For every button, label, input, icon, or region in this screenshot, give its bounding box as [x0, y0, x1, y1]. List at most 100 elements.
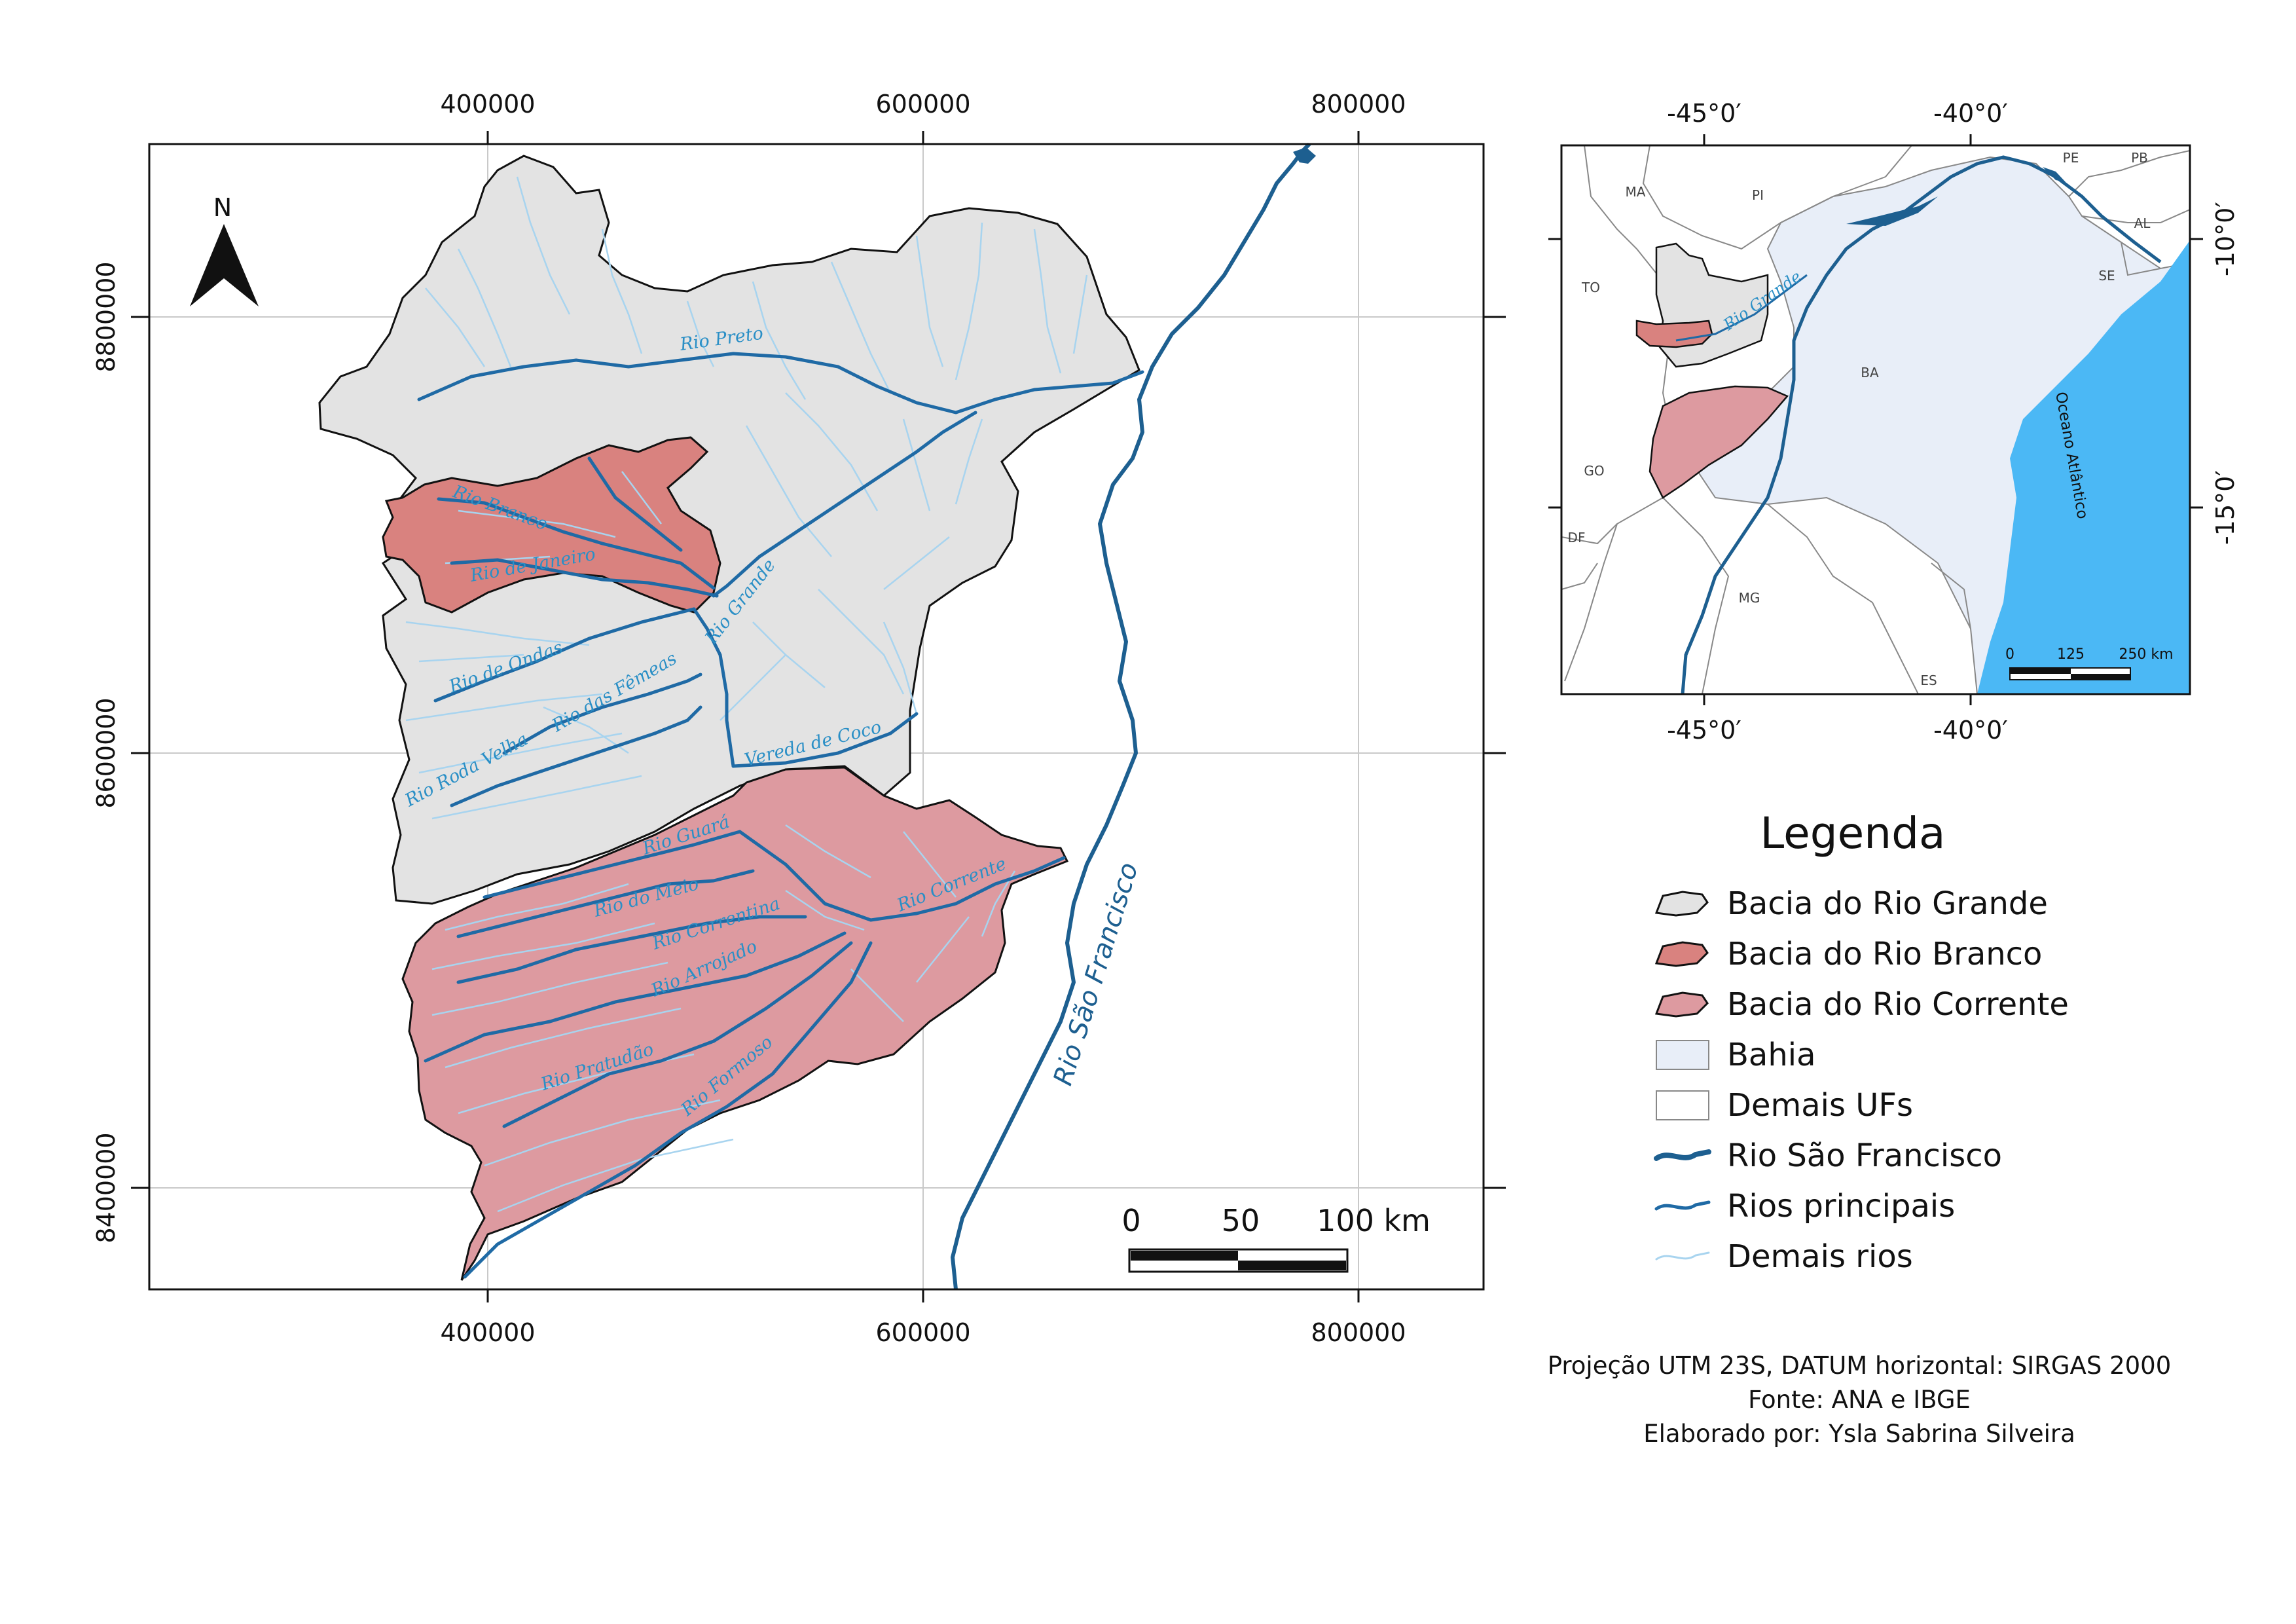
- legend-label: Bacia do Rio Grande: [1727, 885, 2048, 922]
- main-map-frame: [148, 143, 1485, 1291]
- legend-symbol: [1655, 1251, 1710, 1261]
- inset-right-y-tick-2: -15°0′: [2211, 470, 2240, 545]
- legend-item: Bahia: [1656, 1037, 1816, 1073]
- rio-branco-trib-line: [587, 456, 683, 552]
- legend-item: Bacia do Rio Grande: [1654, 885, 2048, 922]
- inset-state-boundaries: [1561, 145, 2190, 694]
- north-arrow-label: N: [213, 193, 232, 222]
- legend-item: Rio São Francisco: [1654, 1137, 2002, 1174]
- rio-das-femeas-line: [502, 673, 702, 755]
- rio-branco-line: [437, 497, 716, 590]
- inset-scale-bar: 0 125 250 km: [2005, 646, 2174, 680]
- inset-bacia-branco: [1635, 320, 1713, 348]
- rio-pratudao-line: [502, 941, 853, 1128]
- inset-label-al: AL: [2134, 215, 2151, 231]
- inset-label-pe: PE: [2063, 150, 2079, 166]
- legend-symbol: [1654, 1149, 1711, 1161]
- footer-source: Fonte: ANA e IBGE: [1748, 1386, 1971, 1414]
- rio-roda-velha-line: [450, 705, 702, 807]
- inset-map-frame: [1560, 144, 2191, 695]
- legend-symbol: [1654, 941, 1709, 967]
- main-scale-label-50: 50: [1222, 1203, 1260, 1238]
- vereda-de-coco-line: [731, 712, 919, 768]
- left-y-tick-2: 8600000: [92, 697, 120, 808]
- legend-label: Demais rios: [1727, 1238, 1913, 1275]
- inset-top-x-tick-1: -45°0′: [1667, 99, 1741, 128]
- main-map: Rio Preto Rio Branco Rio de Janeiro Rio …: [92, 90, 1506, 1347]
- inset-top-x-tick-2: -40°0′: [1933, 99, 2008, 128]
- rio-grande-line: [712, 411, 977, 598]
- rio-formoso-line: [463, 941, 873, 1279]
- legend-symbol: [1654, 1200, 1711, 1211]
- inset-label-df: DF: [1568, 530, 1586, 545]
- inset-map: MA PI PE PB AL SE TO BA GO DF MG ES Rio …: [1548, 99, 2240, 745]
- inset-label-ba: BA: [1861, 365, 1879, 380]
- main-map-ticks: [131, 131, 1506, 1302]
- legend-label: Bacia do Rio Branco: [1727, 936, 2042, 972]
- bacia-rio-branco-polygon: [382, 436, 721, 614]
- main-scale-bar: 0 50 100 km: [1121, 1203, 1430, 1273]
- legend-symbol: [1654, 891, 1709, 917]
- main-scale-label-0: 0: [1121, 1203, 1140, 1238]
- inset-scale-label-0: 0: [2005, 646, 2014, 663]
- inset-label-es: ES: [1920, 673, 1937, 688]
- bottom-x-tick-1: 400000: [440, 1318, 535, 1347]
- inset-label-ma: MA: [1626, 184, 1646, 200]
- inset-bottom-x-tick-1: -45°0′: [1667, 716, 1741, 745]
- inset-label-mg: MG: [1739, 590, 1760, 606]
- legend-item: Bacia do Rio Branco: [1654, 936, 2042, 972]
- inset-label-pb: PB: [2131, 150, 2148, 166]
- top-x-tick-1: 400000: [440, 90, 535, 119]
- inset-ocean-polygon: [1977, 240, 2190, 694]
- inset-label-pi: PI: [1752, 187, 1764, 203]
- north-arrow: N: [190, 193, 259, 306]
- rio-arrojado-line: [424, 931, 847, 1063]
- inset-scale-label-125: 125: [2057, 646, 2085, 663]
- rio-guara-line: [483, 830, 742, 899]
- main-scale-label-100: 100 km: [1317, 1203, 1430, 1238]
- inset-label-go: GO: [1584, 463, 1604, 479]
- legend-symbol: [1654, 991, 1709, 1018]
- legend-items: Bacia do Rio Grande Bacia do Rio Branco Ba…: [1654, 885, 2069, 1275]
- inset-bacia-corrente: [1649, 385, 1789, 499]
- legend-label: Bacia do Rio Corrente: [1727, 986, 2069, 1023]
- inset-label-to: TO: [1581, 280, 1600, 295]
- rio-de-janeiro-line: [450, 558, 719, 598]
- top-x-tick-2: 600000: [875, 90, 970, 119]
- legend-item: Demais UFs: [1656, 1087, 1913, 1124]
- rio-grande-lower-line: [692, 607, 735, 768]
- legend-label: Rios principais: [1727, 1188, 1955, 1225]
- rio-do-meio-line: [456, 869, 755, 938]
- footer-author: Elaborado por: Ysla Sabrina Silveira: [1643, 1420, 2075, 1448]
- main-rivers: [417, 352, 1144, 1279]
- main-map-coords: 400000 600000 800000 400000 600000 80000…: [92, 90, 1406, 1347]
- top-x-tick-3: 800000: [1311, 90, 1406, 119]
- footer-projection: Projeção UTM 23S, DATUM horizontal: SIRG…: [1548, 1352, 2172, 1380]
- rio-sao-francisco-line: [951, 142, 1311, 1290]
- legend-item: Rios principais: [1654, 1188, 1955, 1225]
- legend-item: Demais rios: [1655, 1238, 1913, 1275]
- inset-right-y-tick-1: -10°0′: [2211, 202, 2240, 276]
- minor-rivers: [405, 176, 1088, 1213]
- rio-sao-francisco-delta: [1293, 147, 1316, 164]
- bottom-x-tick-2: 600000: [875, 1318, 970, 1347]
- legend-symbol: [1656, 1040, 1709, 1070]
- inset-label-se: SE: [2098, 268, 2115, 284]
- rio-preto-line: [417, 352, 1144, 415]
- left-y-tick-1: 8800000: [92, 261, 120, 372]
- rio-correntina-line: [456, 915, 807, 984]
- legend-label: Demais UFs: [1727, 1087, 1913, 1124]
- legend-item: Bacia do Rio Corrente: [1654, 986, 2069, 1023]
- footer: Projeção UTM 23S, DATUM horizontal: SIRG…: [1548, 1352, 2172, 1448]
- legend-title: Legenda: [1760, 808, 1946, 858]
- legend-symbol: [1656, 1090, 1709, 1120]
- rio-de-ondas-line: [433, 607, 696, 703]
- legend-label: Rio São Francisco: [1727, 1137, 2002, 1174]
- legend-label: Bahia: [1727, 1037, 1816, 1073]
- inset-bottom-x-tick-2: -40°0′: [1933, 716, 2008, 745]
- rio-corrente-line: [738, 830, 1066, 922]
- inset-scale-label-250: 250 km: [2119, 646, 2173, 663]
- left-y-tick-3: 8400000: [92, 1132, 120, 1243]
